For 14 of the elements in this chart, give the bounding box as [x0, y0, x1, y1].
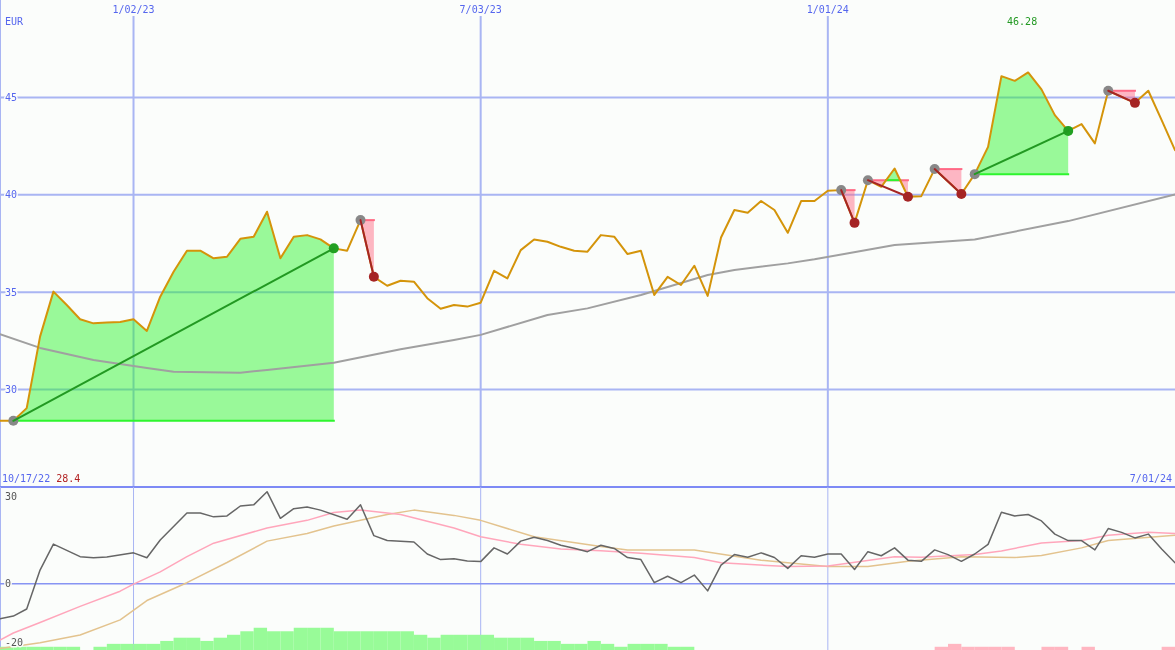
y-tick-label: 45 [5, 91, 18, 103]
annotation: 10/17/22 [2, 473, 51, 484]
x-tick-label: 7/03/23 [459, 4, 502, 15]
x-tick-label: 1/01/24 [806, 4, 849, 15]
y-tick-label: 35 [5, 286, 18, 298]
y-tick-label: -20 [5, 636, 24, 648]
y-axis-title: EUR [5, 16, 25, 27]
annotation: 46.28 [1007, 16, 1038, 27]
y-tick-label: 30 [5, 490, 18, 502]
y-tick-label: 30 [5, 384, 18, 396]
x-tick-label: 1/02/23 [112, 4, 155, 15]
annotation: 28.4 [56, 473, 81, 484]
y-tick-label: 40 [5, 189, 18, 201]
annotation: 7/01/24 [1129, 473, 1172, 484]
